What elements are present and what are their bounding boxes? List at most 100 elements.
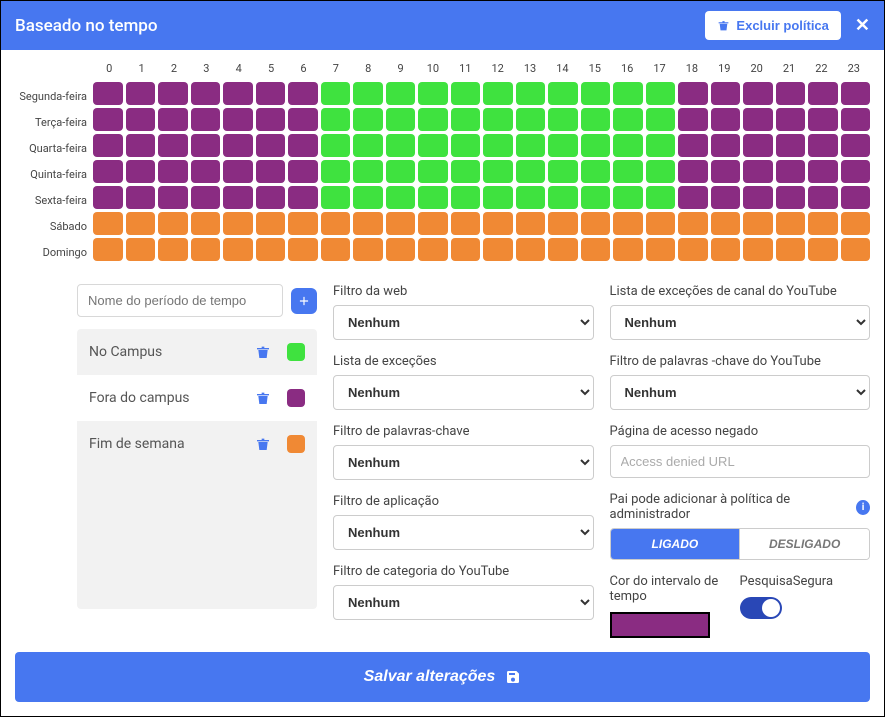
keywords-select[interactable]: Nenhum — [333, 445, 594, 480]
trash-icon[interactable] — [255, 344, 271, 360]
schedule-cell[interactable] — [613, 108, 643, 131]
schedule-cell[interactable] — [581, 212, 611, 235]
safesearch-switch[interactable] — [740, 597, 782, 619]
schedule-cell[interactable] — [288, 82, 318, 105]
schedule-cell[interactable] — [223, 212, 253, 235]
schedule-cell[interactable] — [581, 82, 611, 105]
schedule-cell[interactable] — [256, 82, 286, 105]
schedule-cell[interactable] — [613, 82, 643, 105]
schedule-cell[interactable] — [646, 212, 676, 235]
schedule-cell[interactable] — [223, 108, 253, 131]
period-name-input[interactable] — [77, 284, 283, 317]
toggle-on-button[interactable]: LIGADO — [611, 529, 740, 559]
schedule-cell[interactable] — [646, 82, 676, 105]
schedule-cell[interactable] — [191, 134, 221, 157]
schedule-cell[interactable] — [613, 186, 643, 209]
schedule-cell[interactable] — [353, 82, 383, 105]
schedule-cell[interactable] — [418, 108, 448, 131]
schedule-cell[interactable] — [256, 134, 286, 157]
schedule-cell[interactable] — [711, 108, 741, 131]
schedule-cell[interactable] — [516, 134, 546, 157]
schedule-cell[interactable] — [288, 160, 318, 183]
color-swatch[interactable] — [610, 612, 710, 638]
schedule-cell[interactable] — [808, 134, 838, 157]
schedule-cell[interactable] — [158, 238, 188, 261]
schedule-cell[interactable] — [93, 108, 123, 131]
schedule-cell[interactable] — [581, 108, 611, 131]
schedule-cell[interactable] — [256, 108, 286, 131]
schedule-cell[interactable] — [483, 212, 513, 235]
schedule-cell[interactable] — [386, 238, 416, 261]
schedule-cell[interactable] — [191, 160, 221, 183]
schedule-cell[interactable] — [126, 238, 156, 261]
schedule-cell[interactable] — [126, 186, 156, 209]
schedule-cell[interactable] — [776, 134, 806, 157]
schedule-cell[interactable] — [223, 160, 253, 183]
schedule-cell[interactable] — [418, 212, 448, 235]
schedule-cell[interactable] — [158, 160, 188, 183]
schedule-cell[interactable] — [451, 212, 481, 235]
schedule-cell[interactable] — [321, 186, 351, 209]
schedule-cell[interactable] — [223, 238, 253, 261]
info-icon[interactable]: i — [856, 500, 870, 515]
schedule-cell[interactable] — [841, 108, 871, 131]
schedule-cell[interactable] — [711, 82, 741, 105]
schedule-cell[interactable] — [581, 160, 611, 183]
schedule-cell[interactable] — [743, 134, 773, 157]
schedule-cell[interactable] — [483, 160, 513, 183]
schedule-cell[interactable] — [288, 238, 318, 261]
schedule-cell[interactable] — [191, 108, 221, 131]
schedule-cell[interactable] — [353, 238, 383, 261]
schedule-cell[interactable] — [841, 238, 871, 261]
schedule-cell[interactable] — [353, 212, 383, 235]
schedule-cell[interactable] — [678, 160, 708, 183]
schedule-cell[interactable] — [386, 108, 416, 131]
schedule-cell[interactable] — [581, 186, 611, 209]
schedule-cell[interactable] — [548, 160, 578, 183]
schedule-cell[interactable] — [321, 160, 351, 183]
period-item[interactable]: No Campus — [77, 329, 317, 375]
schedule-cell[interactable] — [386, 160, 416, 183]
schedule-cell[interactable] — [841, 82, 871, 105]
period-item[interactable]: Fim de semana — [77, 421, 317, 467]
schedule-cell[interactable] — [191, 82, 221, 105]
schedule-cell[interactable] — [256, 238, 286, 261]
schedule-cell[interactable] — [743, 186, 773, 209]
schedule-cell[interactable] — [451, 238, 481, 261]
schedule-cell[interactable] — [678, 186, 708, 209]
schedule-cell[interactable] — [288, 186, 318, 209]
schedule-cell[interactable] — [126, 212, 156, 235]
schedule-cell[interactable] — [678, 134, 708, 157]
schedule-cell[interactable] — [93, 160, 123, 183]
schedule-cell[interactable] — [321, 134, 351, 157]
yt-channel-select[interactable]: Nenhum — [610, 305, 871, 340]
schedule-cell[interactable] — [776, 160, 806, 183]
schedule-cell[interactable] — [808, 82, 838, 105]
schedule-cell[interactable] — [743, 160, 773, 183]
schedule-cell[interactable] — [776, 238, 806, 261]
schedule-cell[interactable] — [256, 160, 286, 183]
schedule-cell[interactable] — [158, 82, 188, 105]
schedule-cell[interactable] — [841, 186, 871, 209]
schedule-cell[interactable] — [581, 238, 611, 261]
schedule-cell[interactable] — [516, 108, 546, 131]
schedule-cell[interactable] — [158, 108, 188, 131]
schedule-cell[interactable] — [613, 160, 643, 183]
schedule-cell[interactable] — [321, 108, 351, 131]
schedule-cell[interactable] — [841, 134, 871, 157]
schedule-cell[interactable] — [841, 212, 871, 235]
schedule-cell[interactable] — [548, 212, 578, 235]
schedule-cell[interactable] — [93, 238, 123, 261]
schedule-cell[interactable] — [418, 238, 448, 261]
schedule-cell[interactable] — [93, 212, 123, 235]
schedule-cell[interactable] — [126, 134, 156, 157]
schedule-cell[interactable] — [353, 134, 383, 157]
schedule-cell[interactable] — [646, 134, 676, 157]
schedule-cell[interactable] — [483, 186, 513, 209]
toggle-off-button[interactable]: DESLIGADO — [739, 529, 869, 559]
schedule-cell[interactable] — [548, 238, 578, 261]
schedule-cell[interactable] — [93, 134, 123, 157]
schedule-cell[interactable] — [711, 186, 741, 209]
schedule-cell[interactable] — [711, 160, 741, 183]
schedule-cell[interactable] — [548, 82, 578, 105]
